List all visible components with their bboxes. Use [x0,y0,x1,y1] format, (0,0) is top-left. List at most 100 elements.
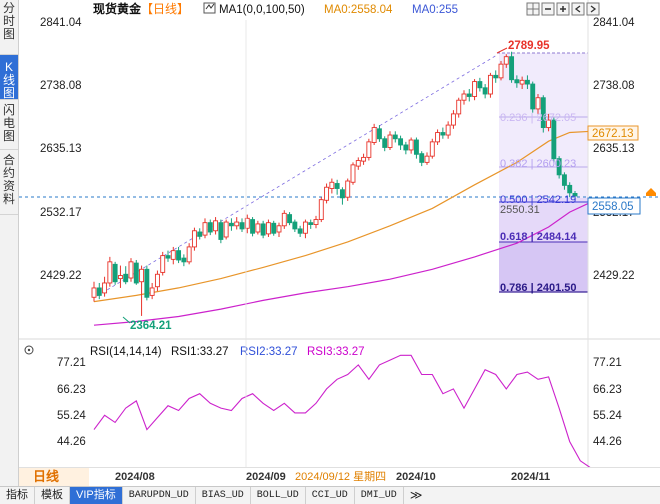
candle-body [355,160,361,167]
candle-body [102,282,108,294]
grid-icon[interactable] [526,2,540,16]
candle [117,265,123,288]
scroll-left-icon[interactable] [571,2,585,16]
candle [472,79,478,101]
tab-label-char: 线 [2,73,15,87]
candle [292,219,298,233]
candle-body [392,134,398,140]
candle-body [546,119,552,129]
candle [260,220,266,239]
scroll-right-icon[interactable] [586,2,600,16]
hover-date-label: 2024/09/12 星期四 [295,471,387,483]
fib-label-0236: 0.236 | 2672.05 [500,112,576,124]
ma1-checkbox-icon[interactable] [203,2,216,14]
tab-contract-info[interactable]: 合 约 资 料 [0,150,18,215]
candle [392,131,398,143]
candle-body [413,139,419,155]
tab-vip-indicators[interactable]: VIP指标 [70,487,123,504]
low-marker: 2364.21 [122,316,172,332]
candle-body [292,221,298,230]
candle [329,178,335,194]
tab-barupdn-ud[interactable]: BARUPDN_UD [123,487,196,504]
tab-label-char: K [4,60,13,74]
tab-label-char: 图 [2,86,15,100]
chart-toolbar [526,2,600,16]
fib-band-mid [499,198,588,242]
candle-body [361,156,367,162]
rsi-axis: 77.21 66.23 55.24 44.26 77.21 66.23 55.2… [57,357,622,448]
tab-dmi-ud[interactable]: DMI_UD [355,487,404,504]
candle-body [477,81,483,89]
candle [456,97,462,118]
ma1-label: MA1(0,0,100,50) [219,4,305,16]
zoom-out-icon[interactable] [541,2,555,16]
fib-label-0500: 0.500 | 2542.19 [500,194,576,206]
candle [524,75,530,90]
candle-body [276,225,282,233]
tab-label-char: 时 [2,14,15,28]
candle-body [503,56,509,65]
candle-body [387,134,393,148]
tab-indicators[interactable]: 指标 [0,487,35,504]
candle-body [419,153,425,163]
rsi-settings-icon[interactable] [24,345,34,355]
candle-body [329,181,335,189]
tab-timeshare-chart[interactable]: 分 时 图 [0,0,18,55]
left-tab-strip: 分 时 图 K 线 图 闪 电 图 合 约 资 料 [0,0,19,486]
ma-magenta-line [93,201,592,326]
price-axis-label: 2841.04 [593,17,635,29]
tab-cci-ud[interactable]: CCI_UD [306,487,355,504]
period-selector[interactable]: 日线 [19,468,89,486]
candle-body [572,193,578,197]
candle-body [403,144,409,151]
tab-kline-chart[interactable]: K 线 图 [0,55,18,100]
date-label: 2024/08 [115,471,155,483]
candle [91,281,97,302]
price-chart[interactable]: 现货黄金 【日线】 MA1(0,0,100,50) MA0:2558.04 MA… [19,0,660,467]
rsi-axis-label-left: 66.23 [57,384,86,396]
candle-body [551,119,557,160]
candle [345,178,351,201]
low-label: 2364.21 [130,320,172,332]
candle-body [255,223,261,233]
candle [482,84,488,99]
candle-body [281,212,287,227]
candle-body [440,132,446,136]
rsi-axis-label-left: 55.24 [57,410,86,422]
candle [265,219,271,237]
ma0b-label: MA0:255 [412,4,458,16]
tab-flash-chart[interactable]: 闪 电 图 [0,100,18,150]
candle-body [519,79,525,85]
candle-body [234,221,240,227]
candle-body [466,93,472,97]
candle [102,276,108,297]
candle-body [350,164,356,183]
candle [355,157,361,170]
instrument-name: 现货黄金 [93,1,142,16]
candle [181,254,187,267]
tab-boll-ud[interactable]: BOLL_UD [251,487,306,504]
tab-bias-ud[interactable]: BIAS_UD [196,487,251,504]
candle [387,131,393,150]
tab-templates[interactable]: 模板 [35,487,70,504]
double-chevron-right-icon[interactable]: ≫ [409,488,423,502]
candle-body [498,63,504,79]
price-axis-label-left: 2635.13 [40,143,82,155]
zoom-in-icon[interactable] [556,2,570,16]
candle [160,251,166,276]
candle [218,219,224,244]
candle [540,95,546,133]
candle [96,282,102,300]
candle [244,214,250,234]
candle-body [493,74,499,79]
candle-body [561,174,567,186]
candle-body [186,246,192,263]
candle-body [165,255,171,259]
candle-body [213,220,219,232]
rsi-axis-label: 77.21 [593,357,622,369]
candle [561,172,567,190]
price-axis-left: 2841.04 2738.08 2635.13 2532.17 2429.22 [40,17,82,282]
candle-body [324,186,330,201]
candle [339,187,345,205]
candle [371,123,377,145]
